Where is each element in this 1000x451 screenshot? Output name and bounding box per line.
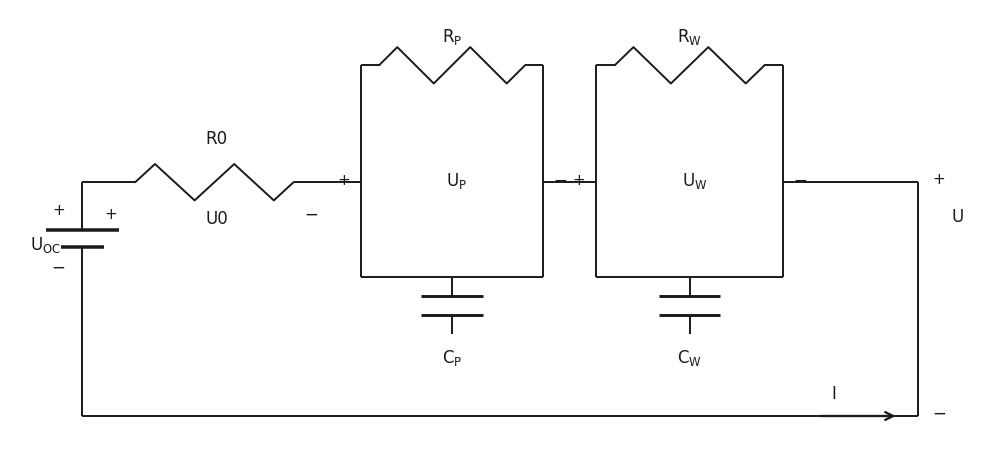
Text: U$_\mathregular{OC}$: U$_\mathregular{OC}$: [30, 235, 61, 255]
Text: −: −: [51, 259, 65, 277]
Text: R0: R0: [206, 130, 228, 148]
Text: +: +: [105, 207, 118, 222]
Text: +: +: [52, 203, 65, 218]
Text: −: −: [932, 405, 946, 423]
Text: U0: U0: [205, 210, 228, 228]
Text: −: −: [794, 172, 807, 190]
Text: U$_\mathregular{P}$: U$_\mathregular{P}$: [446, 171, 467, 191]
Text: C$_\mathregular{P}$: C$_\mathregular{P}$: [442, 348, 462, 368]
Text: C$_\mathregular{W}$: C$_\mathregular{W}$: [677, 348, 702, 368]
Text: I: I: [832, 385, 837, 403]
Text: U: U: [951, 208, 963, 226]
Text: −: −: [304, 206, 318, 224]
Text: +: +: [337, 173, 350, 189]
Text: R$_\mathregular{W}$: R$_\mathregular{W}$: [677, 27, 702, 47]
Text: U$_\mathregular{W}$: U$_\mathregular{W}$: [682, 171, 707, 191]
Text: −: −: [554, 172, 567, 190]
Text: +: +: [932, 172, 945, 187]
Text: +: +: [572, 173, 585, 189]
Text: R$_\mathregular{P}$: R$_\mathregular{P}$: [442, 27, 462, 47]
